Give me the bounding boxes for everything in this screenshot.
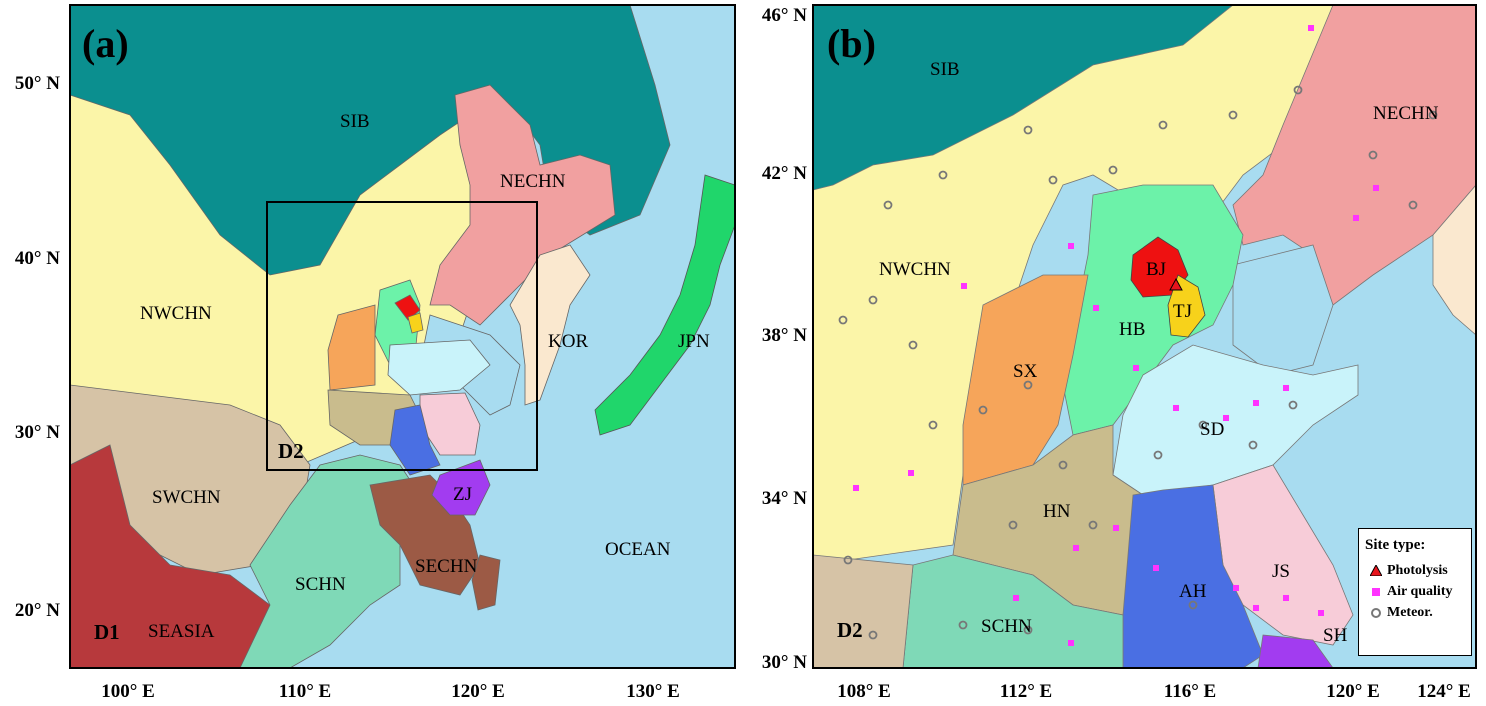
label-seasia: SEASIA	[148, 621, 215, 642]
b-lon-124: 124° E	[1417, 681, 1471, 702]
label-nwchn-b: NWCHN	[879, 259, 951, 280]
region-nechn	[429, 84, 616, 326]
legend-label-meteor: Meteor.	[1387, 604, 1433, 620]
label-schn-b: SCHN	[981, 616, 1032, 637]
a-lat-50: 50° N	[14, 73, 60, 94]
map-panel-a: SIB NECHN NWCHN KOR JPN SWCHN ZJ SECHN O…	[70, 5, 735, 668]
air-quality-sites	[853, 25, 1379, 646]
region-schn-b	[902, 554, 1124, 668]
label-zj: ZJ	[453, 484, 472, 505]
a-lat-40: 40° N	[14, 248, 60, 269]
b-lat-46: 46° N	[761, 5, 807, 26]
region-seasia	[70, 444, 271, 668]
legend-label-photolysis: Photolysis	[1387, 562, 1448, 578]
circle-icon	[1365, 607, 1387, 619]
meteor-sites	[838, 85, 1438, 640]
square-icon	[1365, 587, 1387, 596]
label-nwchn: NWCHN	[140, 303, 212, 324]
legend-label-air-quality: Air quality	[1387, 583, 1453, 599]
label-sechn: SECHN	[415, 556, 478, 577]
b-lon-120: 120° E	[1326, 681, 1380, 702]
legend-item-air-quality: Air quality	[1365, 581, 1465, 602]
label-ocean: OCEAN	[605, 539, 671, 560]
region-jpn	[594, 174, 735, 436]
label-kor: KOR	[548, 331, 588, 352]
a-lon-130: 130° E	[626, 681, 680, 702]
label-tj-b: TJ	[1173, 301, 1192, 322]
region-kor	[509, 244, 591, 406]
label-sd-b: SD	[1200, 419, 1224, 440]
label-swchn: SWCHN	[152, 487, 221, 508]
label-sib: SIB	[340, 111, 370, 132]
b-lat-38: 38° N	[761, 325, 807, 346]
label-domain-d2: D2	[278, 439, 304, 463]
b-lon-112: 112° E	[999, 681, 1053, 702]
b-lat-30: 30° N	[761, 652, 807, 673]
label-hb-b: HB	[1119, 319, 1145, 340]
label-sib-b: SIB	[930, 59, 960, 80]
a-lon-110: 110° E	[278, 681, 332, 702]
label-domain-d2-b: D2	[837, 618, 863, 642]
legend-item-photolysis: Photolysis	[1365, 560, 1465, 581]
panel-b-letter: (b)	[827, 21, 876, 66]
a-lat-30: 30° N	[14, 422, 60, 443]
b-lon-108: 108° E	[837, 681, 891, 702]
label-domain-d1: D1	[94, 620, 120, 644]
label-sx-b: SX	[1013, 361, 1038, 382]
a-lon-120: 120° E	[451, 681, 505, 702]
region-schn	[239, 454, 421, 668]
photolysis-site	[1169, 277, 1183, 291]
label-nechn-b: NECHN	[1373, 103, 1439, 124]
a-lon-100: 100° E	[101, 681, 155, 702]
label-nechn: NECHN	[500, 171, 566, 192]
legend-item-meteor: Meteor.	[1365, 602, 1465, 623]
region-sib-b	[813, 5, 1234, 191]
label-jpn: JPN	[678, 331, 710, 352]
a-lat-20: 20° N	[14, 600, 60, 621]
triangle-icon	[1365, 565, 1387, 576]
label-bj-b: BJ	[1146, 259, 1166, 280]
region-zj	[431, 459, 491, 516]
panel-a-letter: (a)	[82, 21, 129, 66]
legend-title: Site type:	[1365, 537, 1426, 553]
b-lat-42: 42° N	[761, 163, 807, 184]
label-hn-b: HN	[1043, 501, 1071, 522]
domain-d2-box	[266, 201, 538, 471]
label-schn: SCHN	[295, 574, 346, 595]
region-sib	[70, 5, 671, 276]
label-ah-b: AH	[1179, 581, 1207, 602]
map-a-svg: SIB NECHN NWCHN KOR JPN SWCHN ZJ SECHN O…	[70, 5, 735, 668]
site-type-legend: Site type: Photolysis Air quality Meteor…	[1358, 528, 1472, 656]
b-lat-34: 34° N	[761, 488, 807, 509]
region-sh-b	[1257, 634, 1334, 668]
b-lon-116: 116° E	[1163, 681, 1217, 702]
region-sx-b	[962, 274, 1089, 486]
label-sh-b: SH	[1323, 625, 1348, 646]
label-js-b: JS	[1272, 561, 1290, 582]
